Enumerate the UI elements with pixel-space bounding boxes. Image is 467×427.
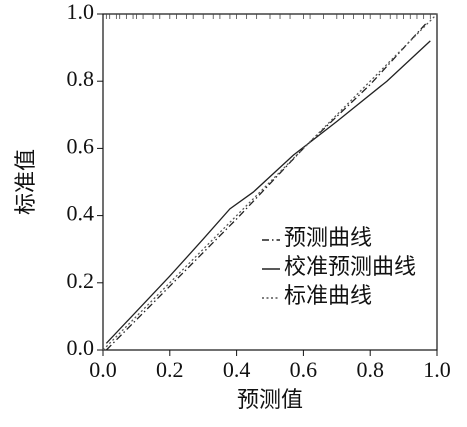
legend-label: 标准曲线 bbox=[284, 283, 372, 308]
x-tick-label: 0.0 bbox=[89, 357, 117, 382]
legend-label: 预测曲线 bbox=[284, 225, 372, 250]
x-tick-label: 0.2 bbox=[156, 357, 184, 382]
x-tick-label: 0.6 bbox=[290, 357, 318, 382]
y-tick-label: 0.2 bbox=[67, 268, 95, 293]
x-tick-label: 0.4 bbox=[223, 357, 251, 382]
y-tick-label: 0.8 bbox=[67, 66, 95, 91]
y-tick-label: 0.6 bbox=[67, 133, 95, 158]
y-tick-label: 1.0 bbox=[67, 0, 95, 24]
series-line bbox=[102, 13, 438, 351]
series-line bbox=[105, 40, 431, 344]
x-axis-label: 预测值 bbox=[237, 387, 303, 412]
legend-label: 校准预测曲线 bbox=[284, 254, 416, 279]
y-tick-label: 0.4 bbox=[67, 201, 95, 226]
y-tick-label: 0.0 bbox=[67, 335, 95, 360]
x-tick-label: 0.8 bbox=[356, 357, 384, 382]
x-tick-label: 1.0 bbox=[423, 357, 451, 382]
y-axis-label: 标准值 bbox=[13, 149, 38, 215]
series-line bbox=[105, 21, 428, 351]
plot-frame bbox=[102, 13, 438, 351]
